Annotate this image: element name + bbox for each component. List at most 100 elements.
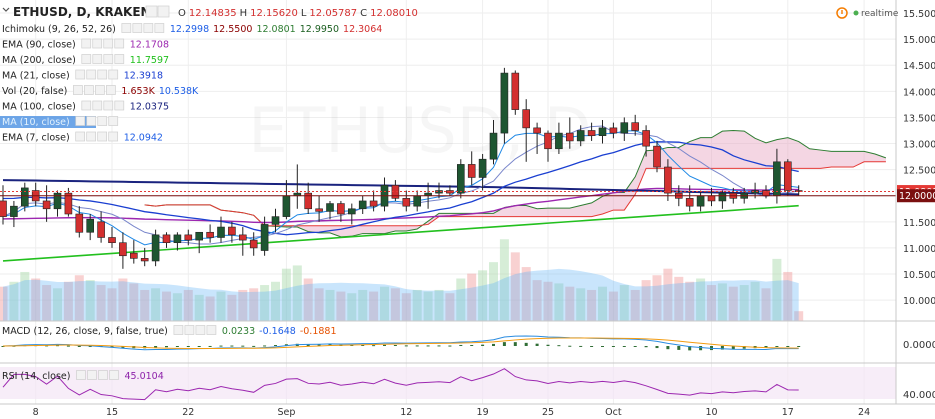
macd-bar [393, 344, 397, 346]
volume-bar [107, 288, 117, 321]
ohlc-key: O [178, 8, 186, 19]
indicator-buttons[interactable] [173, 325, 217, 335]
price-tick-label: 14.50000 [903, 61, 935, 72]
time-tick-label: 25 [542, 407, 554, 418]
time-tick-label: Oct [605, 407, 622, 418]
price-tick-label: 15.50000 [903, 9, 935, 20]
macd-bar [88, 346, 92, 347]
indicator-name: MA (21, close) [2, 71, 70, 82]
volume-bar [608, 291, 618, 321]
indicator-buttons[interactable] [76, 370, 119, 380]
rsi-legend: RSI (14, close) 45.0104 [2, 370, 164, 382]
candle [467, 151, 476, 186]
realtime-status[interactable]: realtime [836, 7, 899, 19]
header-buttons[interactable] [145, 5, 170, 18]
candle [326, 200, 334, 220]
candle [576, 125, 585, 147]
indicator-button [76, 370, 86, 380]
candle-body [751, 190, 759, 194]
candle-body [533, 127, 541, 134]
candle [315, 195, 323, 222]
candle-body [97, 221, 105, 238]
volume-bar [9, 281, 19, 321]
indicator-buttons[interactable] [73, 85, 116, 95]
candle-body [565, 132, 574, 142]
macd-bar [284, 344, 288, 346]
indicator-buttons[interactable] [81, 100, 125, 111]
price-tick-label: 11.50000 [903, 218, 935, 229]
indicator-buttons[interactable] [75, 131, 119, 142]
volume-bar [336, 291, 346, 321]
cloud-area [144, 130, 886, 237]
macd-bar [622, 346, 626, 347]
price-tick-label: 13.00000 [903, 140, 935, 151]
indicator-buttons[interactable] [121, 23, 165, 33]
volume-average-area [3, 268, 799, 321]
volume-bar [761, 288, 771, 321]
volume-bar [129, 283, 139, 321]
indicator-button [92, 54, 103, 64]
candle [97, 211, 105, 243]
symbol-title[interactable]: ETHUSD, D, KRAKEN [13, 5, 151, 19]
macd-bar [77, 346, 81, 347]
collapse-legend-icon[interactable] [2, 7, 10, 12]
macd-bar [110, 346, 114, 348]
ohlc-key: C [360, 8, 367, 19]
volume-bar [576, 288, 586, 321]
info-icon[interactable] [836, 7, 848, 19]
volume-bar [783, 271, 793, 321]
candle [195, 231, 203, 254]
candle-body [544, 132, 552, 150]
volume-bar [630, 289, 640, 321]
time-axis[interactable]: 8 15 22 Sep 12 19 25 Oct 10 17 24 [33, 407, 870, 418]
candle-body [260, 224, 269, 251]
candle [587, 122, 596, 141]
macd-bar [219, 345, 223, 347]
indicator-button [132, 23, 143, 33]
volume-bar [554, 283, 564, 321]
indicator-buttons[interactable] [75, 116, 119, 126]
indicator-buttons[interactable] [81, 38, 125, 49]
rsi-pane[interactable] [0, 367, 896, 401]
indicator-button [173, 325, 184, 335]
candle-body [435, 190, 443, 194]
macd-bar [121, 346, 125, 348]
realtime-dot-icon [853, 10, 859, 16]
macd-pane[interactable] [1, 335, 801, 351]
macd-bar [317, 344, 321, 346]
candle [119, 232, 127, 269]
candle-body [587, 130, 596, 137]
candle-body [315, 208, 323, 212]
time-tick-label: 24 [858, 407, 870, 418]
macd-bar [1, 346, 5, 347]
indicator-name: EMA (90, close) [2, 40, 76, 51]
candle [86, 214, 94, 241]
indicator-button [75, 116, 86, 126]
candle-body [64, 192, 73, 215]
price-pane[interactable] [0, 67, 896, 321]
candle [620, 117, 629, 141]
volume-bar [42, 285, 52, 321]
volume-bar [390, 288, 400, 321]
macd-bar [372, 345, 376, 347]
indicator-button [108, 116, 119, 126]
candle [337, 200, 345, 222]
price-axis[interactable]: 10.0000010.5000011.0000011.5000012.00000… [903, 9, 935, 307]
candle-body [773, 161, 781, 197]
indicator-button [86, 131, 97, 142]
volume-bar [74, 275, 84, 321]
candle [478, 153, 487, 191]
candle [173, 232, 182, 251]
volume-bar [532, 280, 542, 321]
candle [53, 190, 62, 217]
indicator-buttons[interactable] [81, 54, 125, 64]
macd-bar [688, 346, 692, 351]
indicator-value: 12.0801 [256, 24, 295, 35]
indicator-value: 12.1708 [130, 40, 169, 51]
macd-bar [252, 345, 256, 347]
indicator-button [75, 131, 86, 142]
candle [42, 185, 51, 222]
indicator-buttons[interactable] [75, 69, 119, 80]
indicator-value: 12.3918 [124, 71, 163, 82]
